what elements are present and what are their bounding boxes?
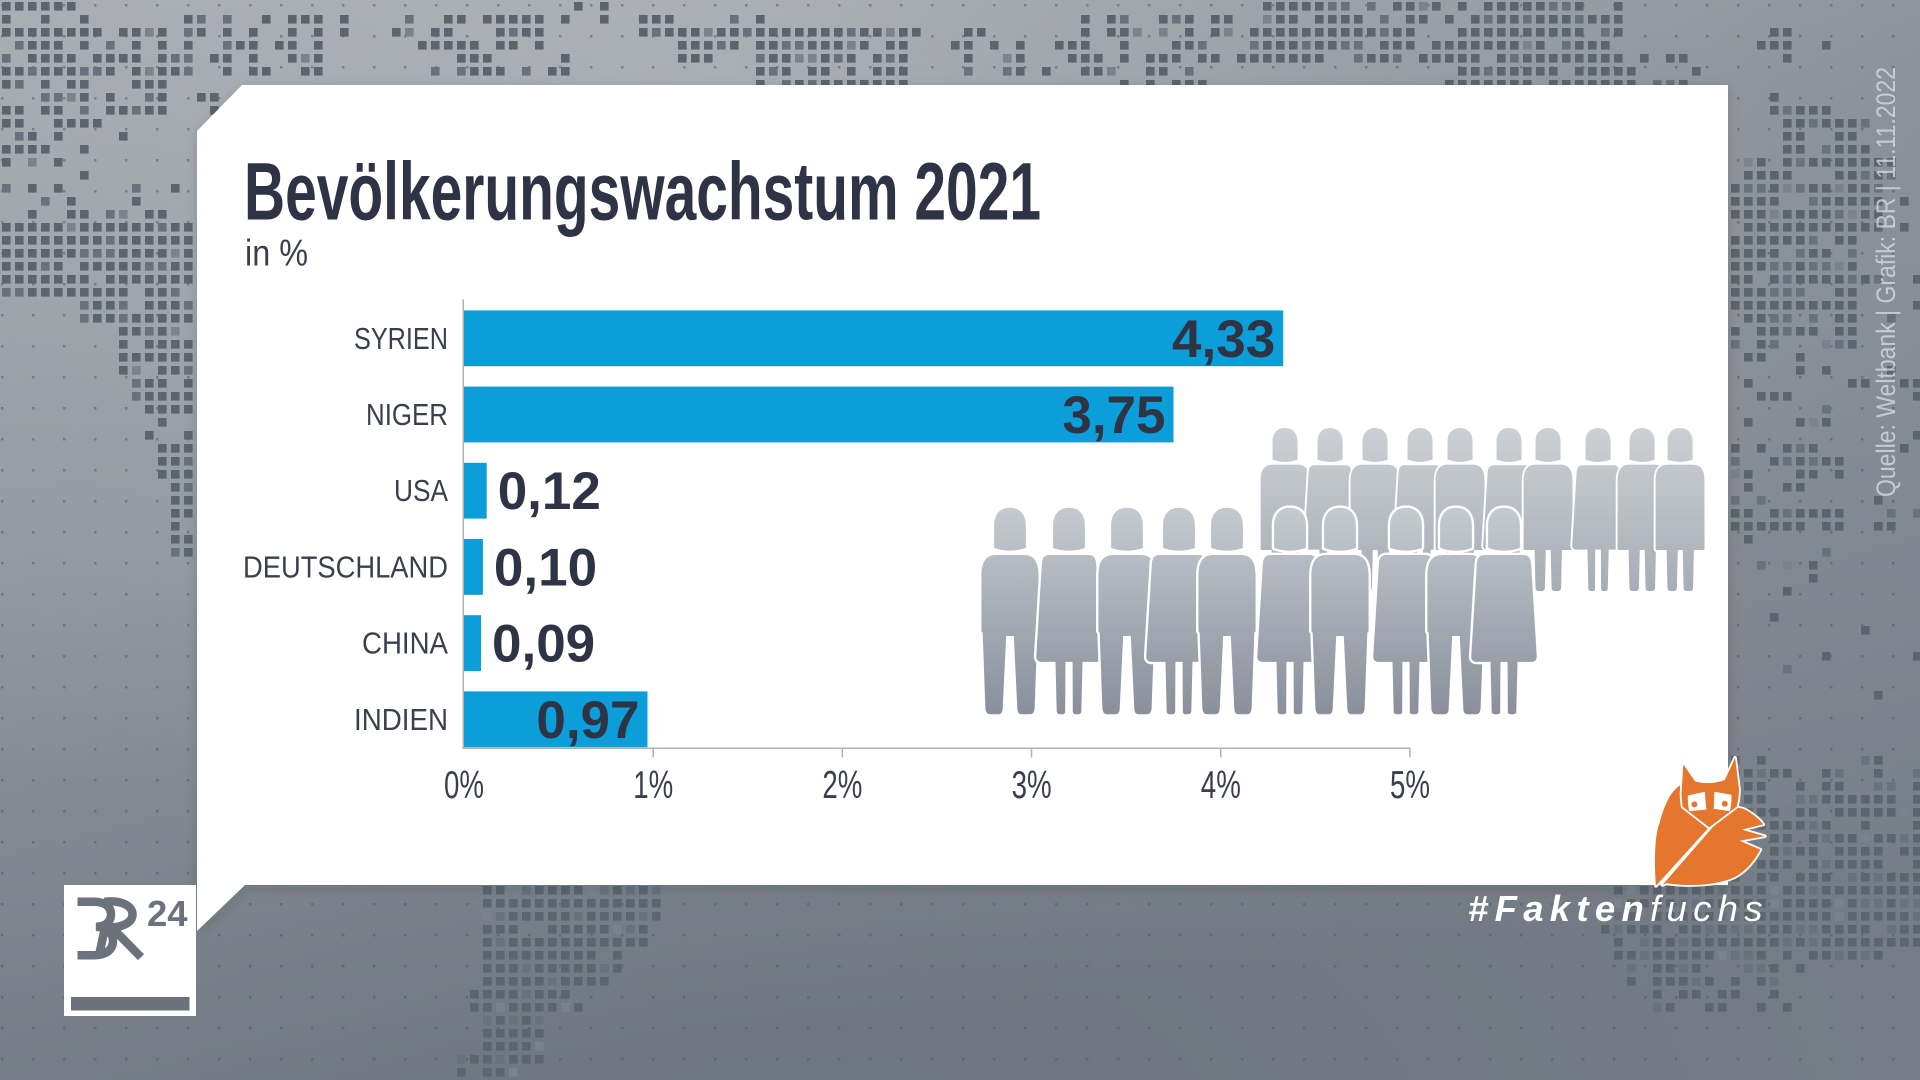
svg-text:1%: 1% xyxy=(633,764,673,807)
svg-text:INDIEN: INDIEN xyxy=(354,702,448,737)
svg-text:0%: 0% xyxy=(444,764,484,807)
svg-text:#Faktenfuchs: #Faktenfuchs xyxy=(1468,888,1769,929)
svg-text:NIGER: NIGER xyxy=(366,397,448,432)
svg-text:0,97: 0,97 xyxy=(536,691,639,750)
svg-text:4%: 4% xyxy=(1201,764,1241,807)
svg-text:3%: 3% xyxy=(1012,764,1052,807)
svg-text:2%: 2% xyxy=(822,764,862,807)
svg-text:0,09: 0,09 xyxy=(492,615,595,674)
svg-text:CHINA: CHINA xyxy=(362,626,448,661)
svg-text:5%: 5% xyxy=(1390,764,1430,807)
svg-text:in %: in % xyxy=(245,233,308,274)
svg-text:0,10: 0,10 xyxy=(494,538,597,597)
svg-text:24: 24 xyxy=(147,893,188,934)
svg-text:DEUTSCHLAND: DEUTSCHLAND xyxy=(243,549,448,584)
svg-text:Bevölkerungswachstum 2021: Bevölkerungswachstum 2021 xyxy=(244,146,1041,237)
svg-text:SYRIEN: SYRIEN xyxy=(354,321,448,356)
svg-text:Quelle: Weltbank | Grafik: BR: Quelle: Weltbank | Grafik: BR | 11.11.20… xyxy=(1871,67,1901,497)
svg-text:0,12: 0,12 xyxy=(498,462,601,521)
svg-text:3,75: 3,75 xyxy=(1062,386,1165,445)
svg-text:USA: USA xyxy=(394,473,448,508)
svg-text:4,33: 4,33 xyxy=(1172,310,1275,369)
